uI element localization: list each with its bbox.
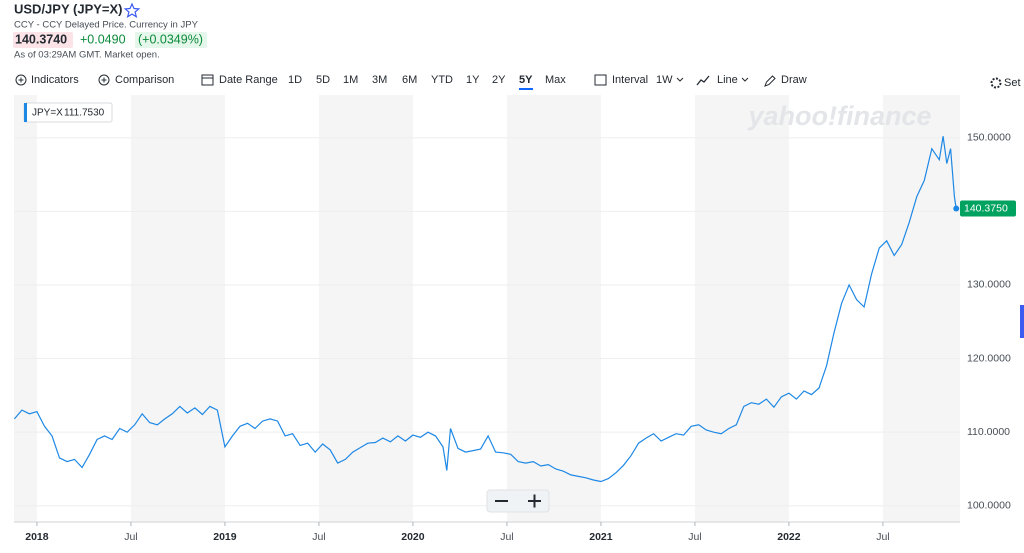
y-tick-label: 110.0000	[967, 426, 1010, 438]
price-line	[13, 136, 957, 483]
plus-icon	[18, 77, 24, 83]
range-button[interactable]: 5D	[316, 74, 330, 86]
interval-icon	[594, 74, 607, 86]
period-band	[318, 95, 413, 522]
marks: 2018 Jul 2019 Jul 2020 Jul 2021 Jul 2022 Jul 100.0…	[25, 131, 1016, 543]
range-button[interactable]: 5Y	[519, 74, 533, 86]
x-tick-label: 2022	[777, 531, 801, 543]
y-tick-label: 130.0000	[967, 279, 1011, 291]
indicators-button[interactable]: Indicators	[31, 74, 79, 86]
price: 140.3740	[15, 32, 67, 46]
price-change-percent: (+0.0349%)	[138, 32, 203, 46]
x-tick-label: Jul	[500, 531, 513, 543]
range-button[interactable]: 6M	[402, 74, 417, 86]
period-band	[130, 95, 225, 522]
x-tick-label: Jul	[876, 531, 889, 543]
calendar-icon	[201, 74, 214, 86]
period-band	[882, 95, 960, 522]
range-button[interactable]: 1M	[343, 74, 358, 86]
timestamp: As of 03:29AM GMT. Market open.	[14, 50, 160, 61]
legend-series: JPY=X	[32, 108, 63, 119]
x-tick-label: 2021	[589, 531, 613, 543]
range-button[interactable]: 2Y	[492, 74, 506, 86]
grid	[14, 137, 960, 507]
range-button[interactable]: 1D	[288, 74, 302, 86]
zoom-in-button[interactable]	[528, 494, 541, 508]
y-tick-label: 150.0000	[967, 131, 1011, 143]
period-band	[14, 95, 37, 522]
x-tick-label: Jul	[312, 531, 325, 543]
legend-value: 111.7530	[64, 108, 105, 119]
watermark: yahoo!finance	[746, 101, 931, 131]
range-button[interactable]: 1Y	[466, 74, 480, 86]
x-tick-label: Jul	[124, 531, 137, 543]
price-highlight	[13, 32, 73, 48]
x-tick-label: Jul	[688, 531, 701, 543]
chevron	[741, 77, 749, 82]
last-value-tag	[960, 200, 1016, 217]
subtitle: CCY - CCY Delayed Price. Currency in JPY	[14, 20, 199, 31]
legend-swatch	[24, 103, 27, 122]
range-button[interactable]: 3M	[372, 74, 387, 86]
watchlist-star[interactable]	[123, 2, 141, 18]
period-band	[694, 95, 789, 522]
range-button[interactable]: Max	[545, 74, 566, 86]
pencil-icon	[764, 75, 776, 87]
period-band	[506, 95, 601, 522]
date-range-button[interactable]: Date Range	[219, 74, 278, 86]
chevron	[676, 77, 684, 82]
plus-icon	[15, 74, 27, 86]
change-highlight	[135, 32, 207, 48]
x-tick-label: 2019	[213, 531, 237, 543]
last-point	[953, 205, 960, 212]
x-tick-label: 2018	[25, 531, 49, 543]
plus-icon	[98, 74, 110, 86]
line-icon	[696, 75, 710, 86]
symbol-title: USD/JPY (JPY=X)	[14, 1, 123, 16]
comparison-button[interactable]: Comparison	[115, 74, 174, 86]
toolbar: Indicators Comparison Date Range 1D 5D 1M 3…	[15, 74, 1021, 90]
y-tick-label: 120.0000	[967, 352, 1011, 364]
x-tick-label: 2020	[401, 531, 425, 543]
draw-button[interactable]: Draw	[781, 74, 807, 86]
settings-button[interactable]: Set	[1004, 77, 1021, 89]
period-bands	[14, 95, 960, 522]
y-tick-label: 100.0000	[967, 500, 1011, 512]
gear-icon	[990, 77, 1002, 89]
last-value-label: 140.3750	[964, 202, 1008, 214]
chart-style-button[interactable]: Line	[717, 74, 738, 86]
side-tab[interactable]	[1020, 305, 1024, 338]
interval-value[interactable]: 1W	[656, 74, 673, 86]
plus-icon	[101, 77, 107, 83]
range-button[interactable]: YTD	[431, 74, 453, 86]
range-buttons: 1D 5D 1M 3M 6M YTD 1Y 2Y 5Y Max	[288, 74, 566, 90]
range-selected-underline	[519, 88, 533, 90]
price-change: +0.0490	[80, 32, 126, 46]
interval-label[interactable]: Interval	[612, 74, 648, 86]
